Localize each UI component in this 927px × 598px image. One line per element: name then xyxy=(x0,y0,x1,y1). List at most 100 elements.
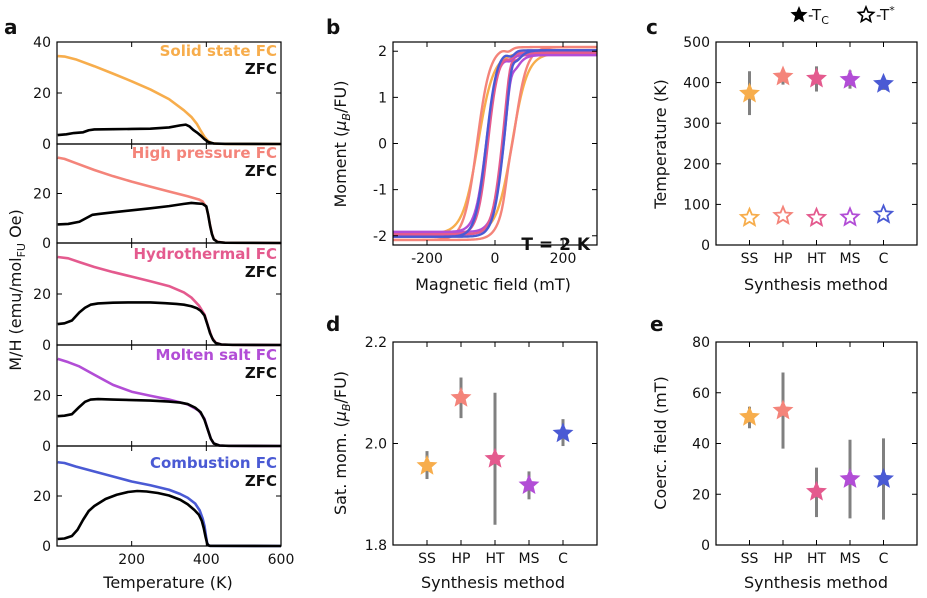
panel-e-ytick-label: 20 xyxy=(692,487,710,503)
panel-b-y-label-main: Moment ( xyxy=(331,131,350,208)
panel-e-xtick-label: MS xyxy=(840,551,861,567)
panel-a-fc-labels: Solid state FC ZFC High pressure FC ZFC … xyxy=(132,42,277,490)
panel-c-ytick-label: 100 xyxy=(683,197,710,213)
panel-d-y-label-mu: μ xyxy=(331,411,350,422)
panel-a-sub0-ytick-label: 40 xyxy=(33,35,51,51)
panel-c-ytick-label: 500 xyxy=(683,35,710,51)
loop-descending-HP xyxy=(393,45,597,242)
panel-e-ytick-label: 40 xyxy=(692,437,710,453)
panel-e-ytick-label: 0 xyxy=(701,538,710,554)
panel-a-y-label-main: M/H (emu/mol xyxy=(6,257,25,370)
zfc-label-high-pressure: ZFC xyxy=(245,162,277,180)
star-marker-MS xyxy=(839,468,861,488)
star-marker-tstar-MS xyxy=(839,206,861,227)
panel-letter-a: a xyxy=(4,15,18,39)
panel-a-sub0-ytick-label: 20 xyxy=(33,86,51,102)
star-marker-tstar-HT xyxy=(805,206,828,227)
panel-e-x-axis-label: Synthesis method xyxy=(744,573,888,592)
star-marker-tstar-C xyxy=(872,203,895,224)
panel-a-sub3-ytick-label: 20 xyxy=(33,389,51,405)
panel-a-sub4-ytick-label: 0 xyxy=(42,539,51,555)
fc-label-solid-state: Solid state FC xyxy=(160,42,277,60)
panel-a-y-axis-label: M/H (emu/molFU Oe) xyxy=(6,209,28,371)
panel-a-y-label-tail: Oe) xyxy=(6,209,25,243)
panel-d-xtick-label: C xyxy=(558,551,568,567)
panel-e-xtick-label: HP xyxy=(774,551,793,567)
legend-tc-text: -T xyxy=(808,6,822,24)
panel-d-ytick-label: 2.0 xyxy=(365,437,387,453)
panel-b-xtick-label: -200 xyxy=(411,251,443,267)
star-marker-MS xyxy=(518,474,540,495)
panel-letter-c: c xyxy=(646,15,658,39)
panel-a-sub2-ytick-label: 0 xyxy=(42,338,51,354)
fc-label-molten-salt: Molten salt FC xyxy=(156,346,277,364)
panel-e-xtick-label: HT xyxy=(807,551,827,567)
star-marker-HT xyxy=(806,480,827,501)
panel-a-sub2-ytick-label: 20 xyxy=(33,287,51,303)
panel-b-ytick-label: 2 xyxy=(378,44,387,60)
legend-tstar-text: -T xyxy=(876,6,890,24)
panel-b-y-label-tail: /FU) xyxy=(331,80,350,113)
zfc-label-solid-state: ZFC xyxy=(245,60,277,78)
panel-e-y-axis-label: Coerc. field (mT) xyxy=(651,376,670,509)
fc-label-combustion: Combustion FC xyxy=(150,454,277,472)
panel-b-ytick-label: -2 xyxy=(373,229,387,245)
panel-d-ytick-label: 2.2 xyxy=(365,335,387,351)
panel-letter-e: e xyxy=(650,312,664,336)
legend-tc-sub: C xyxy=(821,14,829,27)
zfc-label-combustion: ZFC xyxy=(245,472,277,490)
zfc-curve-SS xyxy=(57,123,282,146)
star-marker-HP xyxy=(772,399,794,420)
star-marker-tc-C xyxy=(873,72,894,93)
panel-e-xtick-label: C xyxy=(879,551,889,567)
star-marker-C xyxy=(873,468,894,488)
panel-a-xtick-label: 600 xyxy=(268,552,295,568)
panel-e-xtick-label: SS xyxy=(741,551,759,567)
panel-letter-b: b xyxy=(326,15,340,39)
panel-b-x-axis-label: Magnetic field (mT) xyxy=(415,275,571,294)
star-marker-tc-HP xyxy=(772,65,794,86)
panel-letter-d: d xyxy=(326,312,340,336)
panel-d-x-axis-label: Synthesis method xyxy=(421,573,565,592)
zfc-label-hydrothermal: ZFC xyxy=(245,263,277,281)
star-marker-C xyxy=(552,422,574,443)
panel-a-sub4-ytick-label: 20 xyxy=(33,489,51,505)
panel-c-ytick-label: 0 xyxy=(701,238,710,254)
zfc-curve-MS xyxy=(57,397,282,448)
legend-tstar-label: -T* xyxy=(876,4,895,24)
legend-filled-star-icon xyxy=(790,6,808,23)
panel-b-plot: -2 -1 0 1 2 -200 0 200 xyxy=(373,41,598,267)
panel-d-xtick-label: SS xyxy=(418,551,436,567)
loop-descending-HT xyxy=(393,51,597,236)
panel-a-y-label-sub: FU xyxy=(15,243,28,257)
panel-b-y-label-mu: μ xyxy=(331,121,350,132)
star-marker-SS xyxy=(416,454,438,475)
panel-a-xtick-label: 200 xyxy=(118,552,145,568)
panel-c-ytick-label: 400 xyxy=(683,76,710,92)
panel-b-temperature-annotation: T = 2 K xyxy=(521,235,590,255)
fc-label-hydrothermal: Hydrothermal FC xyxy=(133,245,277,263)
fc-label-high-pressure: High pressure FC xyxy=(132,144,277,162)
panel-c-transition-temperatures: 0 100 200 300 400 500 SS HP HT MS C Synthesis meth… xyxy=(651,35,918,294)
panel-c-ytick-label: 200 xyxy=(683,157,710,173)
panel-d-y-label-main: Sat. mom. ( xyxy=(331,421,350,515)
panel-a-sub1-ytick-label: 0 xyxy=(42,236,51,252)
star-marker-HT xyxy=(484,447,506,468)
star-marker-tstar-SS xyxy=(738,206,761,227)
panel-d-ytick-label: 1.8 xyxy=(365,538,387,554)
top-legend: -TC -T* xyxy=(790,4,895,27)
panel-d-xtick-label: MS xyxy=(519,551,540,567)
panel-d-y-axis-label: Sat. mom. (μB/FU) xyxy=(331,371,353,515)
zfc-label-molten-salt: ZFC xyxy=(245,364,277,382)
panel-b-loops xyxy=(393,45,597,242)
panel-a-sub3-ytick-label: 0 xyxy=(42,439,51,455)
panel-c-xtick-label: C xyxy=(879,251,889,267)
legend-tstar-sup: * xyxy=(889,4,895,17)
star-marker-HP xyxy=(450,386,472,407)
panel-d-plot: 1.8 2.0 2.2 SS HP HT MS C xyxy=(365,335,598,567)
zfc-curve-C xyxy=(57,489,282,548)
panel-b-y-label-sub: B xyxy=(340,113,353,121)
panel-d-xtick-label: HT xyxy=(485,551,505,567)
star-marker-tc-MS xyxy=(839,68,861,89)
